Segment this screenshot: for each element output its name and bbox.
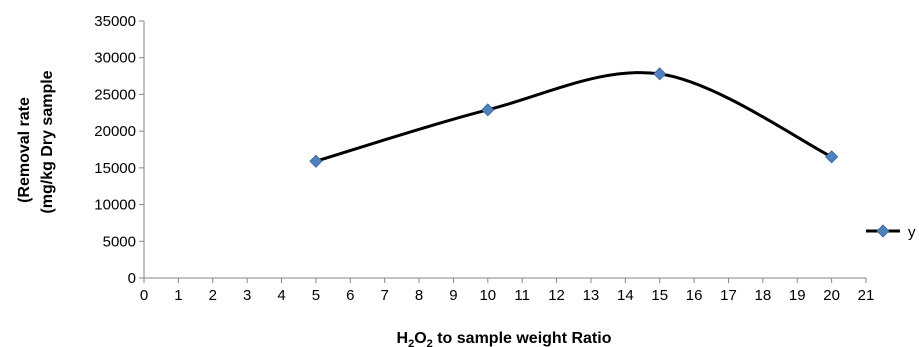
y-tick-label: 25000 [94, 86, 136, 103]
legend-marker [876, 224, 890, 238]
x-tick-label: 18 [755, 287, 772, 304]
x-axis-ticks: 0 1 2 3 4 5 6 7 8 9 10 11 12 13 14 15 16 17 18 19 20 21 [140, 278, 875, 304]
x-tick-label: 16 [686, 287, 703, 304]
x-tick-label: 5 [312, 287, 320, 304]
data-point-y-0 [309, 154, 323, 168]
x-axis-title-mid: O [414, 330, 426, 347]
x-tick-label: 2 [209, 287, 217, 304]
x-axis-title-suffix: to sample weight Ratio [433, 330, 612, 347]
y-axis-title-line-1: (Removal rate [16, 97, 33, 203]
series-layer [309, 67, 839, 168]
x-tick-label: 6 [346, 287, 354, 304]
y-tick-label: 5000 [103, 233, 136, 250]
data-point-y-2 [653, 67, 667, 81]
x-axis-title-sub-1: 2 [408, 338, 414, 347]
y-axis-title-line-2: (mg/kg Dry sample [39, 70, 56, 213]
x-tick-label: 0 [140, 287, 148, 304]
x-axis-title: H2O2 to sample weight Ratio [397, 330, 612, 347]
y-tick-label: 30000 [94, 50, 136, 67]
x-tick-label: 14 [617, 287, 634, 304]
legend-label-y: y [908, 224, 916, 241]
x-tick-label: 9 [449, 287, 457, 304]
x-tick-label: 7 [380, 287, 388, 304]
x-tick-label: 8 [415, 287, 423, 304]
x-tick-label: 19 [789, 287, 806, 304]
y-tick-label: 20000 [94, 123, 136, 140]
x-tick-label: 12 [548, 287, 565, 304]
y-tick-label: 10000 [94, 197, 136, 214]
y-axis-ticks: 0 5000 10000 15000 20000 25000 30000 35000 [94, 13, 144, 287]
x-tick-label: 17 [720, 287, 737, 304]
legend: y [866, 224, 916, 241]
y-tick-label: 15000 [94, 160, 136, 177]
x-tick-label: 21 [858, 287, 875, 304]
x-tick-label: 15 [651, 287, 668, 304]
x-tick-label: 3 [243, 287, 251, 304]
x-tick-label: 10 [479, 287, 496, 304]
series-line-y [315, 71, 833, 163]
x-axis-title-prefix: H [397, 330, 409, 347]
x-axis-title-sub-2: 2 [427, 338, 433, 347]
x-tick-label: 20 [823, 287, 840, 304]
x-tick-label: 11 [514, 287, 530, 304]
x-tick-label: 1 [174, 287, 182, 304]
x-tick-label: 4 [277, 287, 285, 304]
data-point-y-3 [825, 150, 839, 164]
x-tick-label: 13 [583, 287, 600, 304]
y-tick-label: 0 [128, 270, 136, 287]
y-tick-label: 35000 [94, 13, 136, 30]
data-point-y-1 [481, 103, 495, 117]
